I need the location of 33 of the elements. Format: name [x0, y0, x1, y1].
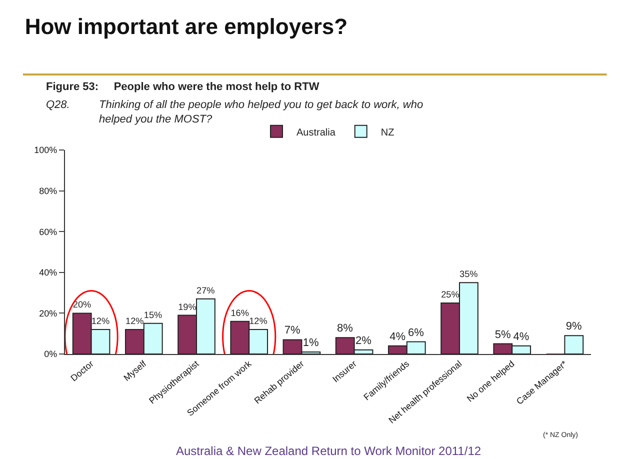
- data-label: 1%: [302, 336, 319, 349]
- bar: [564, 335, 584, 354]
- text: Thinking of all the people who helped you to get back to work, who helped you the MOST?: [99, 99, 424, 126]
- data-label: 5%: [494, 328, 511, 341]
- data-label: 16%: [230, 308, 249, 318]
- data-label: 20%: [72, 300, 92, 310]
- y-tick-label: 20%: [39, 308, 58, 318]
- data-label: 6%: [408, 326, 424, 339]
- data-label: 12%: [126, 316, 144, 326]
- data-label: 25%: [441, 290, 460, 300]
- y-tick-label: 100%: [34, 145, 58, 156]
- data-label: 4%: [513, 330, 530, 343]
- data-label: 9%: [566, 320, 582, 333]
- chart-subtitle: Figure 53: People who were the most help to RTW: [46, 81, 320, 93]
- data-label: 12%: [249, 316, 268, 326]
- data-label: 2%: [355, 334, 372, 347]
- legend-label: Australia: [296, 127, 336, 138]
- data-label: 35%: [460, 269, 478, 280]
- legend-label: NZ: [380, 127, 394, 138]
- data-label: 27%: [196, 285, 215, 296]
- y-tick-label: 80%: [39, 186, 58, 196]
- data-label: 7%: [284, 324, 301, 337]
- data-label: 15%: [144, 310, 162, 320]
- data-label: 4%: [390, 330, 406, 343]
- text: Q28.: [46, 99, 70, 111]
- data-label: 12%: [91, 316, 110, 326]
- data-label: 8%: [337, 322, 354, 335]
- y-tick-label: 0%: [44, 349, 58, 360]
- y-tick-label: 40%: [39, 268, 58, 278]
- chart-title: How important are employers?: [24, 14, 348, 39]
- text: Australia & New Zealand Return to Work Monitor 2011/12: [176, 444, 482, 458]
- y-tick-label: 60%: [39, 226, 58, 237]
- data-label: 19%: [178, 302, 196, 312]
